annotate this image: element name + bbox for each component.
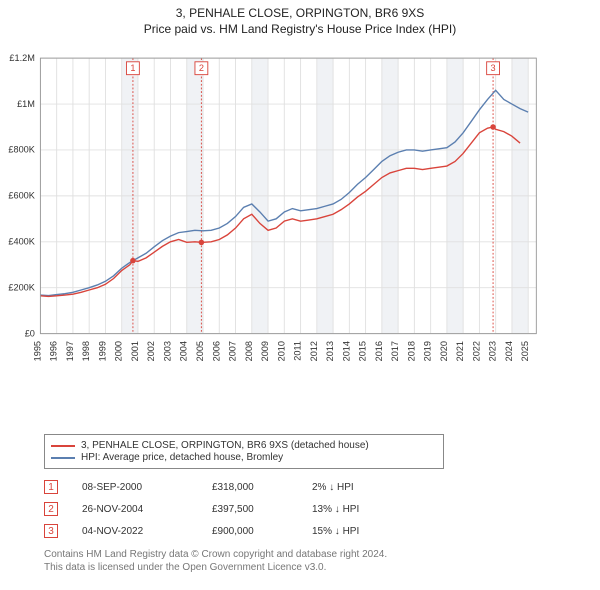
svg-text:2000: 2000 — [114, 341, 124, 361]
legend-label-property: 3, PENHALE CLOSE, ORPINGTON, BR6 9XS (de… — [81, 440, 369, 451]
svg-text:2016: 2016 — [374, 341, 384, 361]
sale-price-3: £900,000 — [212, 526, 312, 537]
svg-text:2021: 2021 — [455, 341, 465, 361]
legend-swatch-hpi — [51, 457, 75, 459]
svg-text:2020: 2020 — [439, 341, 449, 361]
svg-text:1998: 1998 — [81, 341, 91, 361]
svg-text:£600K: £600K — [8, 191, 35, 201]
chart-area: £0£200K£400K£600K£800K£1M£1.2M1995199619… — [44, 46, 584, 396]
sale-marker-3: 3 — [44, 524, 58, 538]
svg-text:1995: 1995 — [32, 341, 42, 361]
svg-text:£400K: £400K — [8, 237, 35, 247]
svg-text:2007: 2007 — [228, 341, 238, 361]
svg-text:2005: 2005 — [195, 341, 205, 361]
svg-text:3: 3 — [491, 63, 496, 73]
legend-label-hpi: HPI: Average price, detached house, Brom… — [81, 452, 283, 463]
svg-text:2023: 2023 — [488, 341, 498, 361]
svg-text:2012: 2012 — [309, 341, 319, 361]
svg-text:1: 1 — [130, 63, 135, 73]
sale-marker-2: 2 — [44, 502, 58, 516]
footer-line-1: Contains HM Land Registry data © Crown c… — [44, 548, 387, 561]
svg-text:£1.2M: £1.2M — [9, 53, 35, 63]
svg-text:£200K: £200K — [8, 282, 35, 292]
legend-swatch-property — [51, 445, 75, 447]
svg-text:2002: 2002 — [146, 341, 156, 361]
svg-text:£800K: £800K — [8, 145, 35, 155]
sale-price-2: £397,500 — [212, 504, 312, 515]
sale-row-3: 3 04-NOV-2022 £900,000 15% ↓ HPI — [44, 520, 544, 542]
footer: Contains HM Land Registry data © Crown c… — [44, 548, 387, 574]
title-line-2: Price paid vs. HM Land Registry's House … — [0, 22, 600, 36]
svg-text:£1M: £1M — [17, 99, 35, 109]
svg-text:1996: 1996 — [49, 341, 59, 361]
sale-row-1: 1 08-SEP-2000 £318,000 2% ↓ HPI — [44, 476, 544, 498]
sales-table: 1 08-SEP-2000 £318,000 2% ↓ HPI 2 26-NOV… — [44, 476, 544, 542]
svg-text:2022: 2022 — [471, 341, 481, 361]
svg-text:2001: 2001 — [130, 341, 140, 361]
svg-text:2: 2 — [199, 63, 204, 73]
svg-text:2025: 2025 — [520, 341, 530, 361]
sale-marker-1: 1 — [44, 480, 58, 494]
svg-text:1997: 1997 — [65, 341, 75, 361]
legend-row-property: 3, PENHALE CLOSE, ORPINGTON, BR6 9XS (de… — [51, 440, 437, 451]
svg-text:2003: 2003 — [162, 341, 172, 361]
svg-text:2006: 2006 — [211, 341, 221, 361]
svg-text:2024: 2024 — [504, 341, 514, 361]
sale-date-3: 04-NOV-2022 — [82, 526, 212, 537]
svg-text:2014: 2014 — [341, 341, 351, 361]
sale-hpi-1: 2% ↓ HPI — [312, 482, 412, 493]
chart-svg: £0 £200K £400K £600K £800K £1M £1.2M 1995 1996 19… — [0, 42, 540, 392]
svg-text:2013: 2013 — [325, 341, 335, 361]
svg-text:2015: 2015 — [358, 341, 368, 361]
title-line-1: 3, PENHALE CLOSE, ORPINGTON, BR6 9XS — [0, 6, 600, 20]
svg-text:2018: 2018 — [406, 341, 416, 361]
svg-text:2004: 2004 — [179, 341, 189, 361]
sale-date-1: 08-SEP-2000 — [82, 482, 212, 493]
svg-text:2009: 2009 — [260, 341, 270, 361]
legend-row-hpi: HPI: Average price, detached house, Brom… — [51, 452, 437, 463]
sale-row-2: 2 26-NOV-2004 £397,500 13% ↓ HPI — [44, 498, 544, 520]
chart-container: 3, PENHALE CLOSE, ORPINGTON, BR6 9XS Pri… — [0, 0, 600, 590]
titles-block: 3, PENHALE CLOSE, ORPINGTON, BR6 9XS Pri… — [0, 0, 600, 36]
sale-hpi-3: 15% ↓ HPI — [312, 526, 412, 537]
legend: 3, PENHALE CLOSE, ORPINGTON, BR6 9XS (de… — [44, 434, 444, 469]
svg-text:2010: 2010 — [276, 341, 286, 361]
footer-line-2: This data is licensed under the Open Gov… — [44, 561, 387, 574]
sale-hpi-2: 13% ↓ HPI — [312, 504, 412, 515]
svg-text:2019: 2019 — [423, 341, 433, 361]
svg-text:2008: 2008 — [244, 341, 254, 361]
sale-date-2: 26-NOV-2004 — [82, 504, 212, 515]
svg-text:£0: £0 — [25, 328, 35, 338]
svg-text:2017: 2017 — [390, 341, 400, 361]
svg-text:1999: 1999 — [97, 341, 107, 361]
sale-price-1: £318,000 — [212, 482, 312, 493]
svg-text:2011: 2011 — [293, 341, 303, 361]
